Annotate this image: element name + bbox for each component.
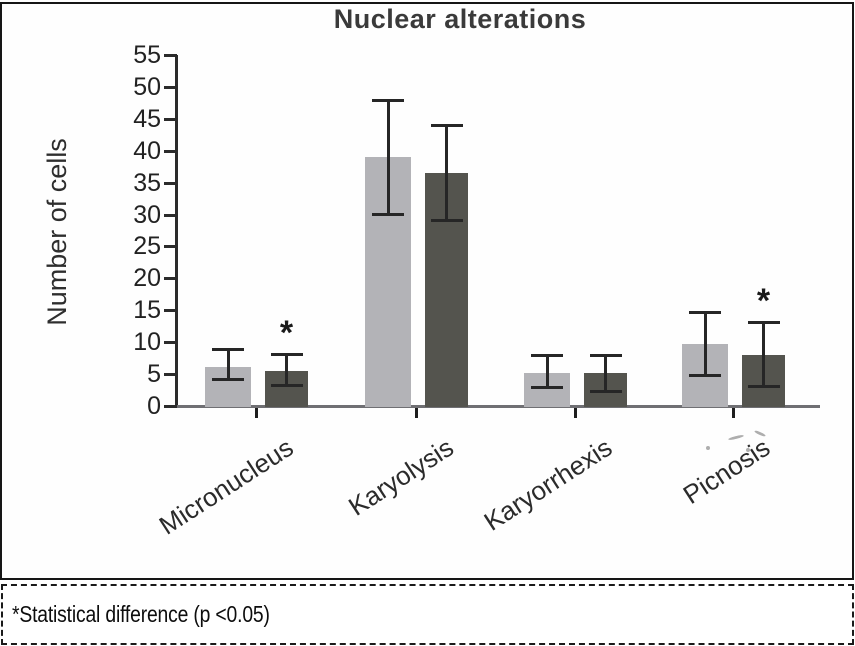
error-bar-cap-bottom <box>430 218 463 222</box>
error-bar-line <box>703 311 707 376</box>
y-axis-tick <box>164 181 177 185</box>
y-tick-label: 10 <box>133 328 161 357</box>
significance-asterisk: * <box>756 281 771 320</box>
y-tick-label: 30 <box>133 200 161 229</box>
error-bar-cap-top <box>430 124 463 128</box>
y-tick-label: 50 <box>133 72 161 101</box>
error-bar-line <box>285 354 288 386</box>
error-bar-line <box>226 348 230 381</box>
artifact-smudge <box>688 429 768 456</box>
footnote-text: *Statistical difference (p <0.05) <box>12 601 270 627</box>
y-tick-label: 35 <box>133 168 161 197</box>
error-bar-line <box>762 321 765 387</box>
x-axis-tick <box>255 408 258 418</box>
error-bar-cap-bottom <box>589 389 622 393</box>
y-tick-label: 0 <box>147 392 161 420</box>
error-bar-cap-bottom <box>212 378 244 382</box>
y-axis-tick <box>164 85 177 89</box>
plot-area: Nuclear alterations Number of cells 0 5 10… <box>42 4 820 541</box>
y-axis-tick <box>164 309 177 313</box>
error-bar-cap-top <box>212 347 244 351</box>
x-axis-tick <box>574 408 577 418</box>
error-bar-cap-bottom <box>270 383 303 387</box>
error-bar-cap-top <box>589 353 622 357</box>
y-tick-label: 15 <box>133 296 161 325</box>
x-axis-tick <box>415 408 418 418</box>
y-tick-label: 55 <box>133 41 161 69</box>
significance-asterisk: * <box>279 314 294 353</box>
error-bar-line <box>545 354 549 389</box>
x-tick-label-micronucleus: Micronucleus <box>153 432 299 541</box>
y-axis-tick <box>164 405 177 408</box>
x-tick-label-karyolysis: Karyolysis <box>342 432 459 522</box>
error-bar-cap-bottom <box>531 386 563 390</box>
smudge-mark <box>746 448 750 452</box>
y-axis-tick <box>164 54 177 57</box>
smudge-mark <box>727 434 745 441</box>
smudge-mark <box>706 446 710 450</box>
error-bar-line <box>604 354 607 392</box>
error-bar-cap-top <box>372 98 404 102</box>
y-tick-label: 25 <box>133 232 161 261</box>
error-bar-cap-top <box>531 353 563 357</box>
y-tick-label: 5 <box>147 360 161 389</box>
error-bar-line <box>445 125 448 221</box>
error-bar-cap-bottom <box>747 384 780 388</box>
y-axis-tick <box>164 277 177 281</box>
error-bar-cap-top <box>270 353 303 357</box>
y-axis-tick <box>164 117 177 121</box>
y-tick-label: 45 <box>133 104 161 133</box>
y-axis-tick <box>164 373 177 377</box>
error-bar-line <box>386 99 390 215</box>
error-bar-cap-bottom <box>689 374 721 377</box>
chart-title: Nuclear alterations <box>333 4 587 34</box>
x-axis-line <box>177 405 820 408</box>
y-axis-tick <box>164 149 177 153</box>
y-tick-label: 20 <box>133 264 161 293</box>
footnote-box: *Statistical difference (p <0.05) <box>1 584 854 645</box>
y-axis-tick <box>164 213 177 217</box>
x-tick-label-karyorrhexis: Karyorrhexis <box>478 432 618 537</box>
error-bar-cap-top <box>689 310 721 314</box>
error-bar-cap-top <box>747 320 780 324</box>
error-bar-cap-bottom <box>372 212 404 216</box>
y-tick-label: 40 <box>133 136 161 165</box>
y-axis-tick <box>164 341 177 345</box>
y-axis-tick <box>164 245 177 249</box>
y-axis-line <box>175 55 178 408</box>
x-axis-tick <box>732 408 735 418</box>
